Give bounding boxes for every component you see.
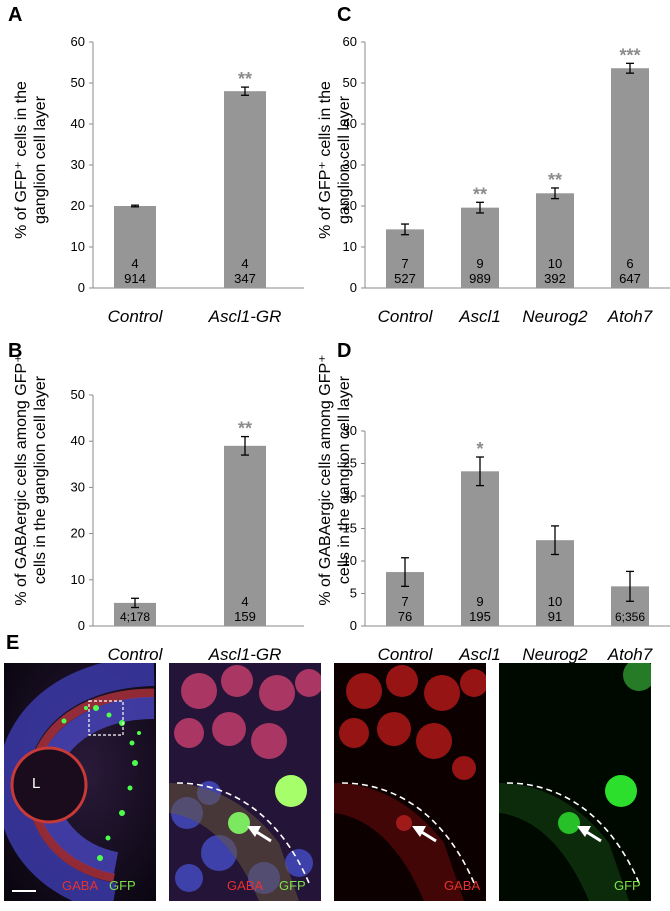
gfp-label: GFP	[109, 878, 136, 893]
lens-label: L	[32, 775, 41, 792]
y-tick-label-d: 10	[343, 553, 357, 568]
panel-letter-d: D	[337, 340, 352, 362]
y-tick-label-a: 60	[71, 34, 85, 49]
y-tick-label-a: 50	[71, 75, 85, 90]
y-tick-label-c: 10	[343, 239, 357, 254]
bar-c-3	[611, 68, 649, 289]
panel-letter-a: A	[8, 4, 23, 26]
y-tick-label-c: 0	[350, 280, 357, 295]
merged-zoom-image: GABA GFP	[169, 663, 321, 901]
bar-label-cells-c-0: 527	[394, 271, 416, 286]
y-tick-label-d: 0	[350, 618, 357, 633]
bar-label-cells-a-1: 347	[234, 271, 256, 286]
significance-c-2: **	[548, 170, 562, 190]
panel-letter-b: B	[8, 340, 23, 362]
significance-c-3: ***	[619, 45, 640, 65]
significance-a-1: **	[238, 69, 252, 89]
bar-label-cells-c-2: 392	[544, 271, 566, 286]
category-label-a-1: Ascl1-GR	[208, 307, 282, 326]
gfp-label-2: GFP	[279, 878, 306, 893]
gaba-channel-image: GABA	[334, 663, 486, 901]
y-tick-label-c: 40	[343, 116, 357, 131]
y-tick-label-b: 40	[71, 433, 85, 448]
category-label-c-3: Atoh7	[607, 307, 653, 326]
bar-a-1	[224, 91, 266, 288]
bar-label-cells-c-3: 647	[619, 271, 641, 286]
bar-label-cells-d-2: 91	[548, 609, 562, 624]
y-tick-label-c: 20	[343, 198, 357, 213]
y-tick-label-b: 50	[71, 387, 85, 402]
bar-c-1	[461, 207, 499, 288]
gaba-label-3: GABA	[444, 878, 481, 893]
gfp-channel-image: GFP	[499, 663, 651, 901]
y-tick-label-d: 25	[343, 456, 357, 471]
bar-label-n-c-0: 7	[401, 256, 408, 271]
bar-b-0	[114, 602, 156, 626]
y-tick-label-a: 40	[71, 116, 85, 131]
y-tick-label-a: 10	[71, 239, 85, 254]
category-label-d-2: Neurog2	[522, 645, 588, 664]
bar-label-n-b-1: 4	[241, 594, 248, 609]
bar-a-0	[114, 206, 156, 288]
bar-b-1	[224, 445, 266, 626]
y-tick-label-b: 10	[71, 572, 85, 587]
bar-label-cells-b-1: 159	[234, 609, 256, 624]
category-label-b-1: Ascl1-GR	[208, 645, 282, 664]
category-label-b-0: Control	[108, 645, 164, 664]
category-label-c-1: Ascl1	[458, 307, 501, 326]
bar-label-cells-c-1: 989	[469, 271, 491, 286]
bar-label-n-c-1: 9	[476, 256, 483, 271]
bar-c-0	[386, 229, 424, 288]
significance-d-1: *	[476, 439, 483, 459]
bar-label-n-c-3: 6	[626, 256, 633, 271]
significance-b-1: **	[238, 419, 252, 439]
category-label-c-0: Control	[378, 307, 434, 326]
retina-overview-image: L GABA GFP	[4, 663, 156, 901]
bar-label-cells-a-0: 914	[124, 271, 146, 286]
y-tick-label-d: 20	[343, 488, 357, 503]
gaba-label: GABA	[62, 878, 99, 893]
bar-c-2	[536, 193, 574, 288]
bar-label-n-a-0: 4	[131, 256, 138, 271]
bar-label-n-c-2: 10	[548, 256, 562, 271]
y-tick-label-b: 20	[71, 526, 85, 541]
y-tick-label-d: 30	[343, 423, 357, 438]
bar-label-cells-d-1: 195	[469, 609, 491, 624]
gaba-label-2: GABA	[227, 878, 264, 893]
y-tick-label-d: 15	[343, 521, 357, 536]
bar-label-b-0: 4;178	[120, 610, 150, 624]
y-tick-label-d: 5	[350, 586, 357, 601]
bar-label-n-d-0: 7	[401, 594, 408, 609]
bar-label-d-3: 6;356	[615, 610, 645, 624]
bar-label-n-d-2: 10	[548, 594, 562, 609]
category-label-d-1: Ascl1	[458, 645, 501, 664]
category-label-a-0: Control	[108, 307, 164, 326]
y-tick-label-b: 0	[78, 618, 85, 633]
y-tick-label-b: 30	[71, 479, 85, 494]
gfp-label-4: GFP	[614, 878, 641, 893]
y-tick-label-c: 50	[343, 75, 357, 90]
y-tick-label-c: 60	[343, 34, 357, 49]
y-tick-label-a: 30	[71, 157, 85, 172]
category-label-d-0: Control	[378, 645, 434, 664]
panel-letter-c: C	[337, 4, 352, 26]
bar-label-n-a-1: 4	[241, 256, 248, 271]
category-label-d-3: Atoh7	[607, 645, 653, 664]
y-tick-label-c: 30	[343, 157, 357, 172]
bar-d-1	[461, 471, 499, 626]
bar-label-n-d-1: 9	[476, 594, 483, 609]
y-tick-label-a: 20	[71, 198, 85, 213]
significance-c-1: **	[473, 184, 487, 204]
category-label-c-2: Neurog2	[522, 307, 588, 326]
bar-label-cells-d-0: 76	[398, 609, 412, 624]
panel-letter-e: E	[6, 632, 20, 654]
y-tick-label-a: 0	[78, 280, 85, 295]
